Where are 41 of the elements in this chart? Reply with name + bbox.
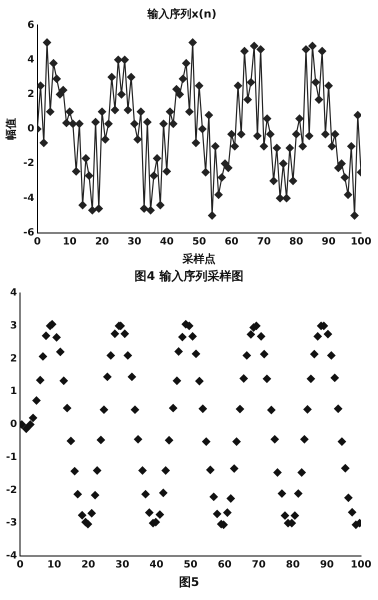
x-tick-label: 10 [47,560,62,571]
x-tick-label: 30 [127,236,142,248]
y-tick-label: -6 [23,227,34,238]
x-tick-label: 50 [184,560,198,571]
y-tick-label: -3 [6,518,18,529]
caption: 图4 输入序列采样图 [134,268,244,284]
y-tick-label: 4 [10,288,18,299]
x-tick-label: 20 [95,236,110,248]
x-tick-label: 70 [252,560,266,571]
x-tick-label: 30 [115,560,130,571]
y-tick-label: 6 [27,20,34,31]
y-tick-label: -2 [23,158,34,170]
x-tick-label: 40 [160,236,174,248]
x-tick-label: 90 [320,560,334,571]
y-axis-title: 幅值 [4,118,18,140]
x-tick-label: 100 [350,236,372,248]
x-tick-label: 20 [81,560,96,571]
x-tick-label: 80 [286,560,300,571]
x-tick-label: 10 [62,236,77,248]
x-tick-label: 50 [192,236,206,248]
y-tick-label: -4 [23,192,34,204]
x-axis-title: 采样点 [182,252,216,266]
y-tick-label: 4 [27,54,34,66]
x-tick-label: 80 [289,236,304,248]
y-tick-label: 2 [27,88,34,100]
x-tick-label: 40 [150,560,164,571]
caption: 图5 [178,574,200,590]
y-tick-label: -1 [6,452,18,463]
chart-title: 输入序列x(n) [146,7,216,20]
y-tick-label: 3 [10,320,18,332]
y-tick-label: 0 [10,419,18,430]
x-tick-label: 60 [218,560,232,571]
x-tick-label: 90 [322,236,336,248]
y-tick-label: 0 [27,124,34,135]
x-tick-label: 70 [256,236,271,248]
y-tick-label: -2 [6,484,18,496]
x-tick-label: 60 [224,236,239,248]
y-tick-label: -4 [6,550,18,562]
x-tick-label: 100 [350,560,372,571]
y-tick-label: 2 [10,353,18,364]
y-tick-label: 1 [10,386,18,398]
